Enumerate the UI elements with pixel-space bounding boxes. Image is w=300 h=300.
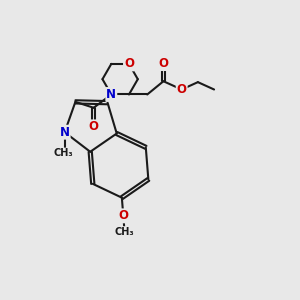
Text: O: O — [177, 83, 187, 96]
Text: O: O — [118, 209, 128, 222]
Text: N: N — [60, 126, 70, 139]
Text: CH₃: CH₃ — [53, 148, 73, 158]
Text: O: O — [124, 57, 134, 70]
Text: CH₃: CH₃ — [115, 227, 134, 237]
Text: O: O — [158, 57, 168, 70]
Text: N: N — [106, 88, 116, 101]
Text: O: O — [88, 120, 99, 134]
